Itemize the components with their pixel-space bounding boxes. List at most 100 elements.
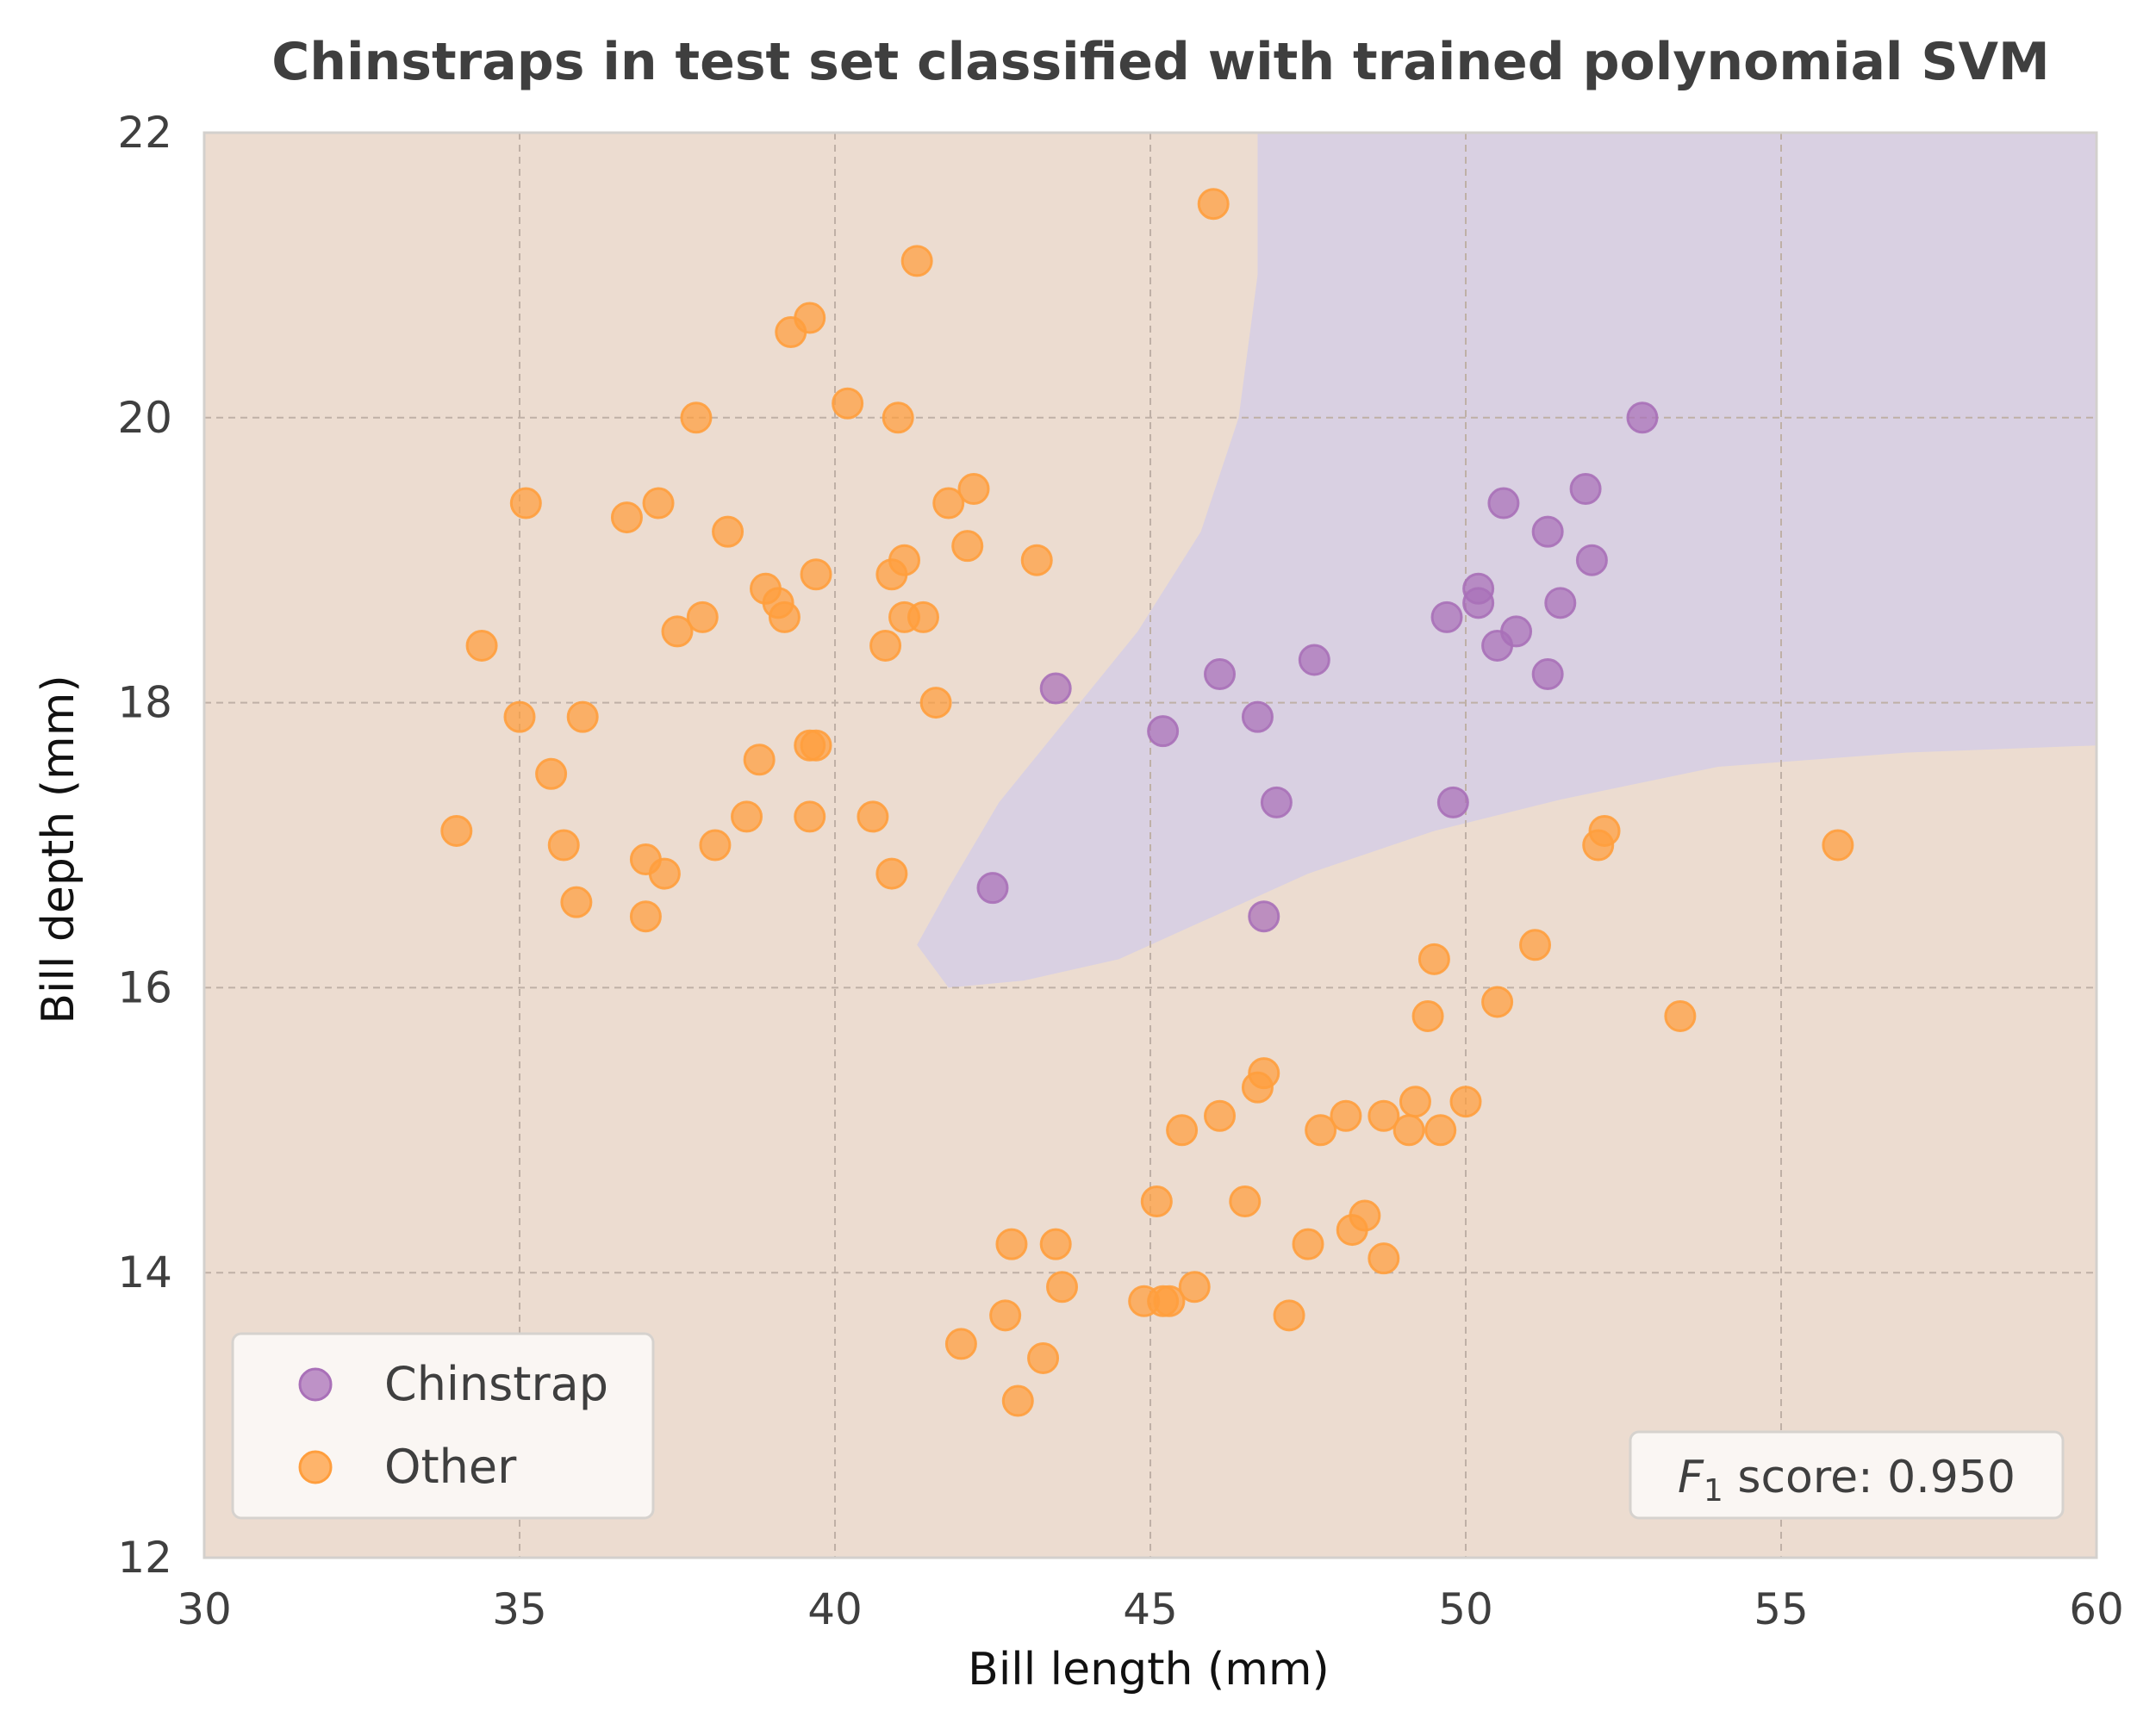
data-point-other	[1039, 1228, 1072, 1260]
data-point-other	[951, 530, 984, 563]
chart-title: Chinstraps in test set classified with t…	[271, 32, 2050, 92]
y-tick-label: 14	[117, 1248, 172, 1297]
x-axis-label: Bill length (mm)	[968, 1644, 1330, 1696]
x-tick-label: 30	[177, 1584, 232, 1634]
x-tick-label: 50	[1438, 1584, 1493, 1634]
data-point-chinstrap	[1626, 401, 1659, 434]
annotation-subscript: 1	[1704, 1473, 1723, 1509]
data-point-chinstrap	[1481, 629, 1514, 662]
series-chinstrap	[976, 401, 1659, 933]
data-point-other	[794, 800, 826, 833]
region-chinstrap	[917, 133, 2097, 988]
legend-marker-chinstrap	[298, 1367, 333, 1402]
data-point-other	[1020, 544, 1053, 576]
data-point-other	[1336, 1214, 1368, 1247]
data-point-other	[1305, 1114, 1337, 1147]
x-tick-label: 40	[807, 1584, 863, 1634]
annotation-f: F	[1678, 1452, 1704, 1503]
data-point-other	[995, 1228, 1028, 1260]
annotation-text: F1 score: 0.950	[1678, 1452, 2016, 1509]
data-point-other	[900, 245, 933, 277]
data-point-chinstrap	[1531, 658, 1564, 691]
data-point-other	[768, 600, 801, 633]
data-point-other	[1046, 1271, 1079, 1304]
data-point-other	[1417, 943, 1450, 975]
data-point-other	[775, 316, 807, 349]
data-point-other	[509, 487, 542, 520]
legend-label-chinstrap: Chinstrap	[384, 1357, 608, 1411]
data-point-other	[832, 387, 864, 420]
data-point-other	[699, 829, 732, 862]
data-point-other	[869, 629, 902, 662]
data-point-other	[800, 729, 832, 762]
data-point-other	[1229, 1185, 1262, 1217]
plot-border	[202, 131, 2098, 1559]
data-point-other	[1368, 1099, 1400, 1132]
data-point-other	[1582, 829, 1615, 862]
x-tick-label: 60	[2069, 1584, 2124, 1634]
data-point-other	[465, 629, 498, 662]
data-point-chinstrap	[1575, 544, 1608, 576]
data-point-chinstrap	[1462, 587, 1495, 619]
data-point-other	[1273, 1299, 1305, 1332]
data-point-chinstrap	[1248, 900, 1280, 933]
data-point-other	[1292, 1228, 1324, 1260]
y-tick-label: 20	[117, 393, 172, 443]
data-point-other	[648, 857, 681, 890]
data-point-other	[1153, 1285, 1186, 1317]
data-point-chinstrap	[1544, 587, 1577, 619]
data-point-other	[857, 800, 889, 833]
x-tick-label: 35	[492, 1584, 547, 1634]
data-point-other	[1399, 1086, 1431, 1118]
legend-box	[231, 1332, 655, 1520]
data-point-other	[1449, 1086, 1482, 1118]
data-point-chinstrap	[1436, 786, 1469, 818]
data-point-chinstrap	[1430, 600, 1463, 633]
legend-marker-other	[298, 1450, 333, 1484]
data-point-other	[1140, 1185, 1173, 1217]
data-point-other	[743, 744, 776, 776]
data-point-other	[535, 757, 568, 790]
data-point-other	[1411, 999, 1444, 1032]
data-point-other	[989, 1299, 1022, 1332]
x-tick-label: 55	[1754, 1584, 1809, 1634]
legend-label-other: Other	[384, 1440, 517, 1494]
data-point-other	[1424, 1114, 1457, 1147]
annotation-score: score: 0.950	[1723, 1452, 2016, 1503]
data-point-other	[686, 600, 719, 633]
data-point-other	[1330, 1099, 1362, 1132]
series-other	[440, 188, 1854, 1417]
data-point-other	[957, 473, 990, 505]
data-point-other	[1241, 1071, 1274, 1104]
data-point-other	[1178, 1271, 1211, 1304]
data-point-other	[731, 800, 763, 833]
tick-labels: 30 35 40 45 50 55 60 12 14 16 18 20 22	[117, 108, 2123, 1634]
data-point-chinstrap	[1147, 715, 1180, 748]
data-point-other	[560, 886, 593, 918]
data-point-other	[1392, 1114, 1425, 1147]
data-point-chinstrap	[1487, 487, 1520, 520]
data-point-chinstrap	[1531, 515, 1564, 548]
data-point-chinstrap	[1260, 786, 1293, 818]
data-point-other	[1197, 188, 1230, 221]
data-point-other	[1027, 1341, 1060, 1374]
f1-score-annotation: F1 score: 0.950	[1629, 1430, 2065, 1520]
data-point-other	[629, 900, 662, 933]
data-point-other	[875, 857, 908, 890]
y-tick-label: 18	[117, 678, 172, 728]
data-point-other	[1001, 1384, 1034, 1417]
y-tick-label: 22	[117, 108, 172, 158]
data-point-other	[800, 558, 832, 591]
data-point-other	[642, 487, 675, 520]
data-point-chinstrap	[1298, 644, 1330, 676]
data-point-other	[944, 1328, 977, 1360]
data-point-chinstrap	[1204, 658, 1237, 691]
data-point-chinstrap	[1039, 672, 1072, 705]
data-point-other	[503, 700, 536, 733]
data-point-other	[882, 401, 914, 434]
data-point-other	[1204, 1099, 1237, 1132]
y-tick-label: 16	[117, 962, 172, 1012]
legend: Chinstrap Other	[231, 1332, 655, 1520]
data-point-other	[919, 687, 952, 719]
